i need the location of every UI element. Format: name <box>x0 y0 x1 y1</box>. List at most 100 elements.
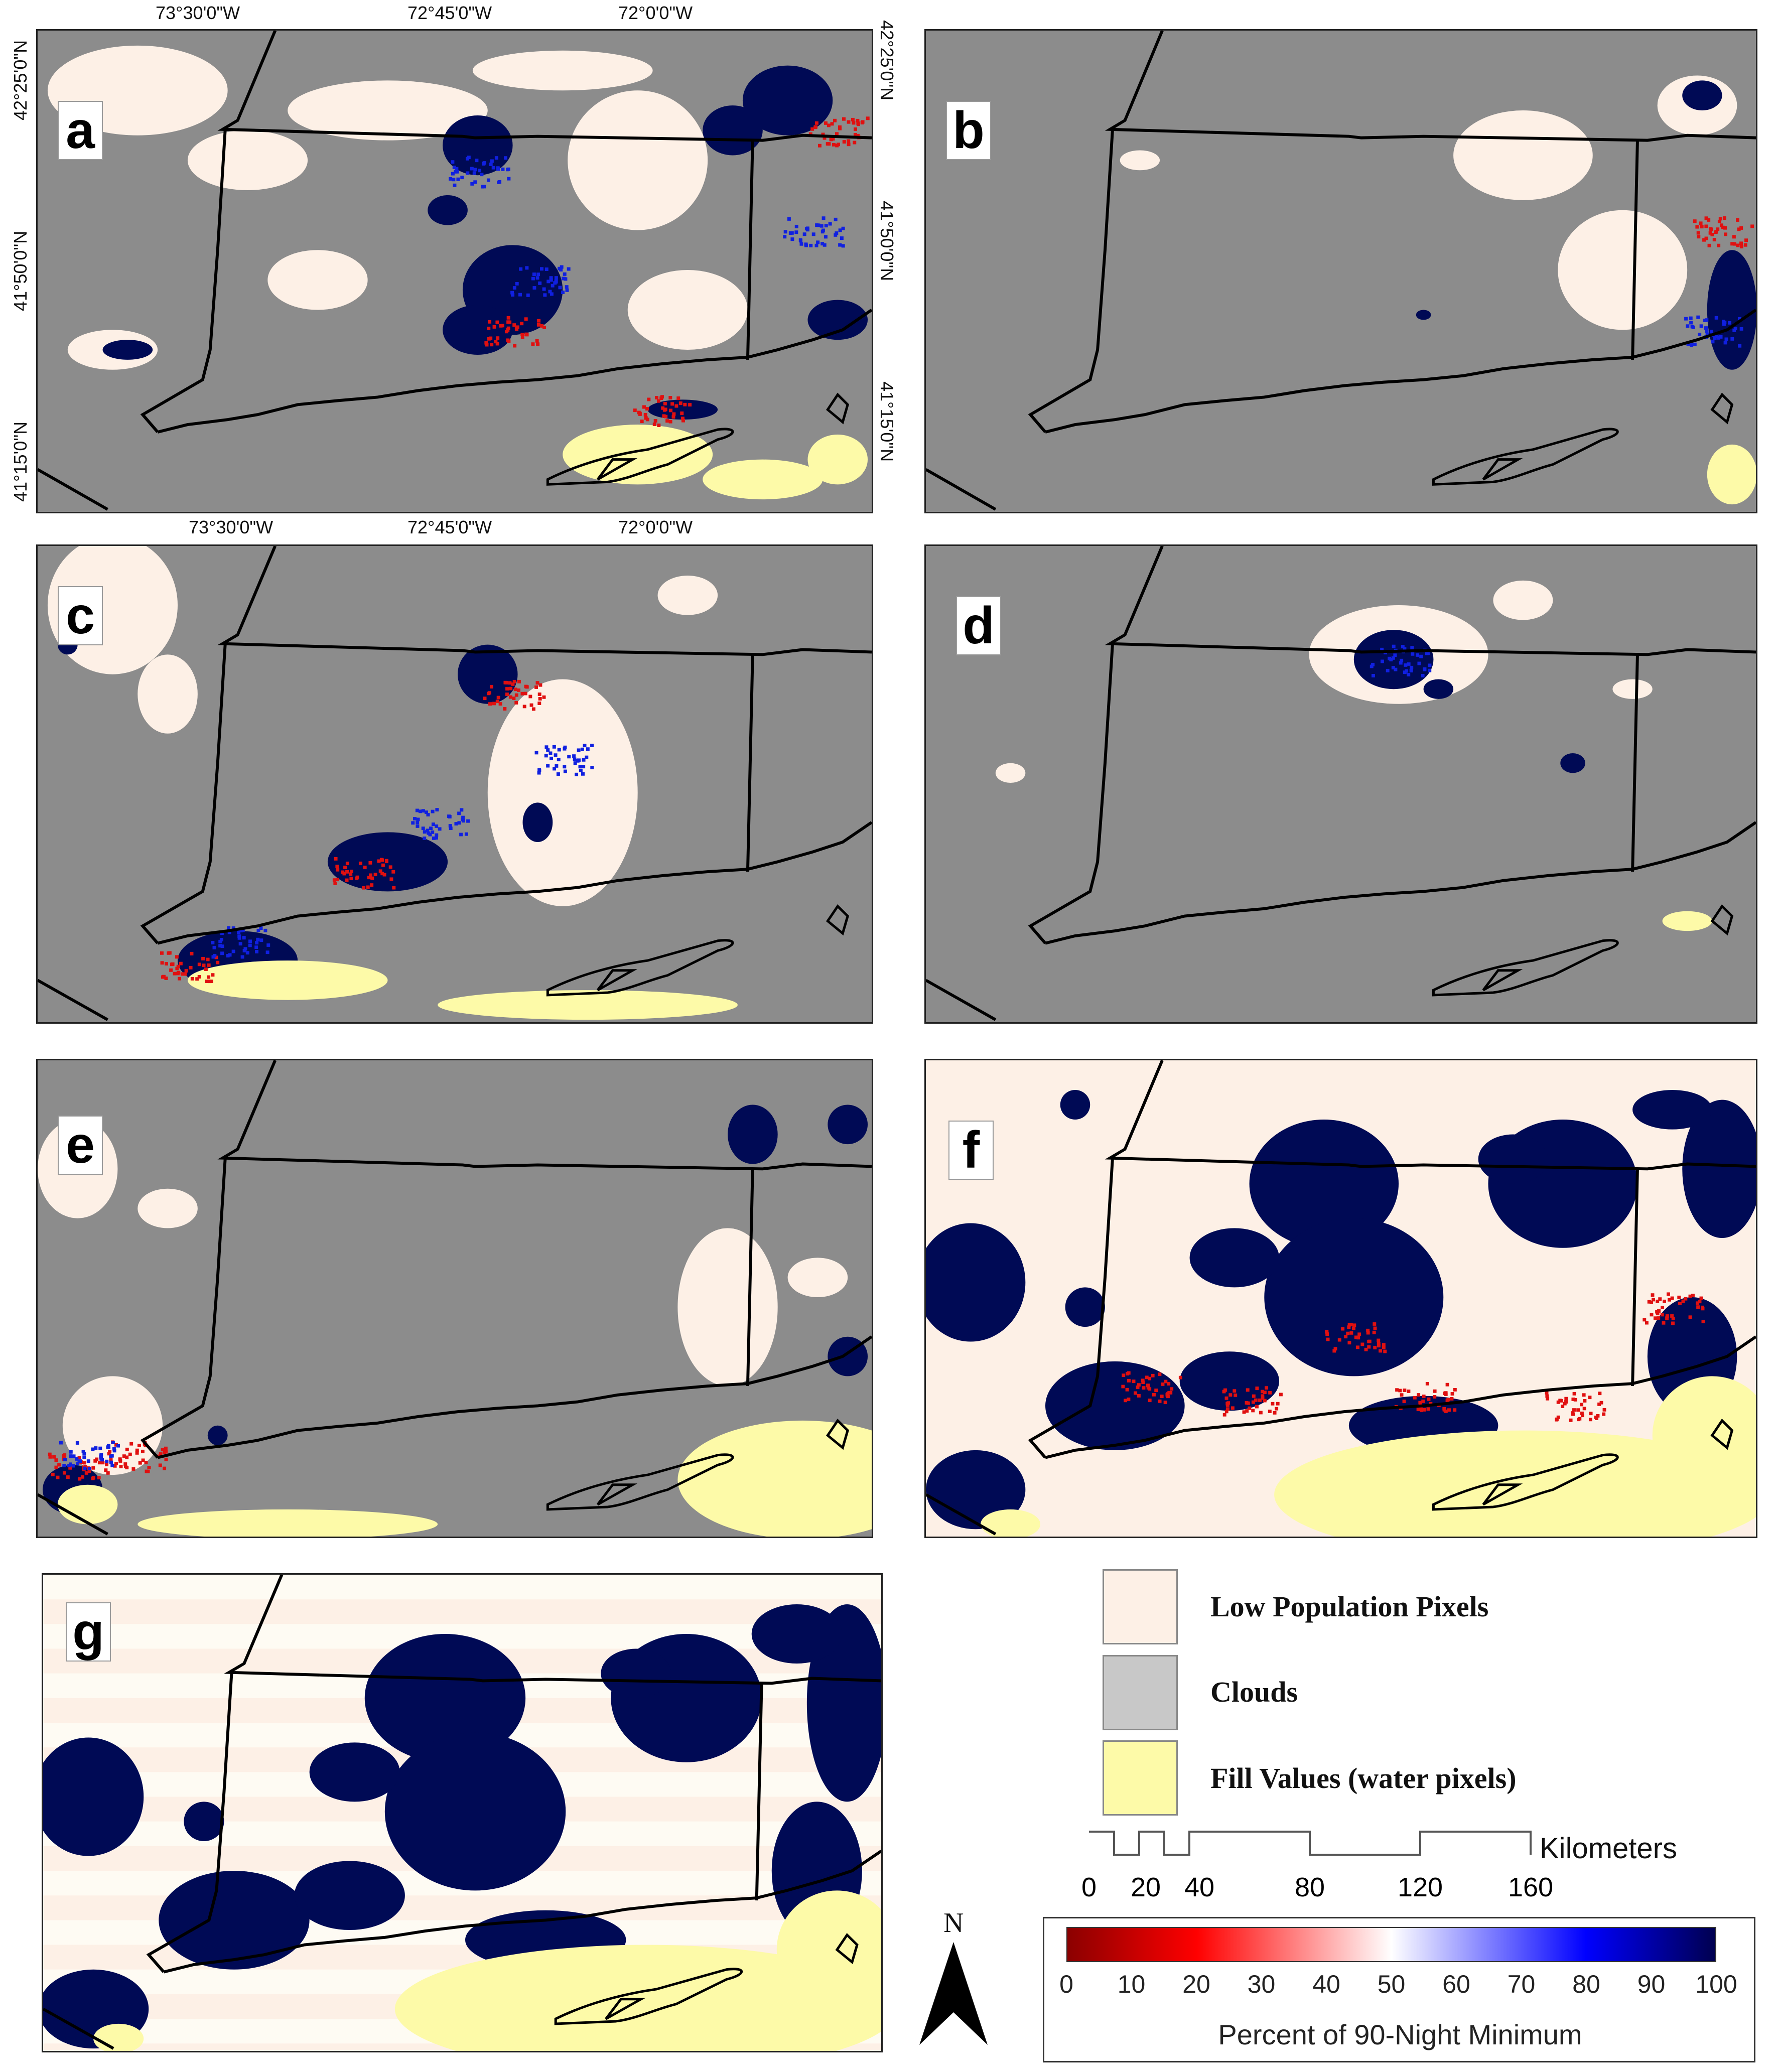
blue-pixel <box>553 767 557 771</box>
blue-pixel <box>838 243 842 247</box>
state-boundary <box>746 139 754 360</box>
blue-pixel <box>1419 654 1423 658</box>
red-pixel <box>349 876 353 880</box>
urban-area <box>1478 1134 1548 1184</box>
red-pixel <box>164 1446 168 1450</box>
coastline <box>157 1335 872 1459</box>
blue-pixel <box>1404 663 1408 667</box>
right-tick-3: 41°15'0"N <box>877 381 897 462</box>
blue-pixel <box>1738 344 1742 348</box>
blue-pixel <box>454 170 458 174</box>
red-pixel <box>389 877 393 881</box>
red-pixel <box>1134 1391 1137 1395</box>
red-pixel <box>508 695 512 699</box>
blue-pixel <box>590 744 594 747</box>
red-pixel <box>1645 1321 1649 1325</box>
red-pixel <box>1732 242 1736 246</box>
blue-pixel <box>497 180 501 184</box>
blue-pixel <box>67 1463 71 1467</box>
red-pixel <box>678 401 682 405</box>
blue-pixel <box>503 156 507 160</box>
red-pixel <box>169 968 173 972</box>
red-pixel <box>373 873 377 877</box>
red-pixel <box>483 697 487 701</box>
red-pixel <box>1670 1314 1674 1318</box>
red-pixel <box>1697 235 1701 239</box>
red-pixel <box>668 420 672 424</box>
red-pixel <box>1453 1388 1457 1392</box>
red-pixel <box>1576 1408 1580 1412</box>
blue-pixel <box>428 833 432 837</box>
red-pixel <box>835 144 839 148</box>
red-pixel <box>829 137 833 142</box>
blue-pixel <box>1417 661 1421 665</box>
blue-pixel <box>116 1444 120 1448</box>
blue-pixel <box>532 286 536 290</box>
blue-pixel <box>835 231 839 235</box>
north-label: N <box>943 1907 964 1939</box>
red-pixel <box>490 343 494 347</box>
red-pixel <box>1127 1371 1131 1375</box>
red-pixel <box>524 317 528 321</box>
red-pixel <box>1698 1300 1702 1304</box>
urban-area <box>1682 80 1722 111</box>
blue-pixel <box>496 166 500 170</box>
urban-area <box>443 305 513 355</box>
red-pixel <box>661 406 665 410</box>
red-pixel <box>1564 1397 1568 1401</box>
left-tick-3: 41°15'0"N <box>10 421 31 502</box>
blue-pixel <box>515 282 519 286</box>
long-island-outline <box>546 1453 734 1511</box>
blue-pixel <box>532 272 536 277</box>
red-pixel <box>680 411 684 415</box>
urban-area <box>751 1604 842 1664</box>
blue-pixel <box>242 948 246 952</box>
red-pixel <box>1252 1394 1256 1398</box>
red-pixel <box>77 1456 81 1460</box>
red-pixel <box>671 415 675 419</box>
red-pixel <box>380 872 384 876</box>
red-pixel <box>509 686 513 690</box>
urban-area <box>207 1425 228 1446</box>
blue-pixel <box>1410 665 1414 669</box>
blue-pixel <box>554 753 558 757</box>
blue-pixel <box>245 951 249 955</box>
red-pixel <box>62 1471 66 1475</box>
map-f <box>926 1060 1756 1537</box>
blue-pixel <box>75 1441 79 1445</box>
blue-pixel <box>431 809 435 813</box>
blue-pixel <box>432 836 436 840</box>
red-pixel <box>1356 1336 1360 1340</box>
blue-pixel <box>512 286 516 290</box>
red-pixel <box>1578 1417 1582 1421</box>
state-boundary <box>1631 653 1639 872</box>
blue-pixel <box>578 765 582 769</box>
state-boundary <box>746 1168 754 1387</box>
blue-pixel <box>1393 653 1397 657</box>
red-pixel <box>1417 1393 1421 1397</box>
water-fill-area <box>138 1509 438 1537</box>
red-pixel <box>683 402 687 406</box>
blue-pixel <box>841 226 845 230</box>
blue-pixel <box>824 224 828 228</box>
state-boundary <box>1105 31 1756 142</box>
red-pixel <box>106 1471 110 1475</box>
red-pixel <box>1356 1345 1359 1349</box>
blue-pixel <box>242 936 246 940</box>
blue-pixel <box>794 230 798 234</box>
state-boundary <box>1028 644 1114 944</box>
blue-pixel <box>583 744 587 748</box>
red-pixel <box>1598 1392 1602 1396</box>
red-pixel <box>508 681 512 685</box>
blue-pixel <box>816 240 820 244</box>
red-pixel <box>522 705 526 709</box>
colorbar-tick-label: 90 <box>1637 1970 1666 1998</box>
red-pixel <box>1433 1395 1437 1399</box>
red-pixel <box>363 866 367 869</box>
blue-pixel <box>563 272 567 276</box>
red-pixel <box>1450 1392 1454 1396</box>
red-pixel <box>1169 1391 1173 1395</box>
red-pixel <box>659 396 663 400</box>
red-pixel <box>141 1458 145 1462</box>
red-pixel <box>381 863 385 867</box>
